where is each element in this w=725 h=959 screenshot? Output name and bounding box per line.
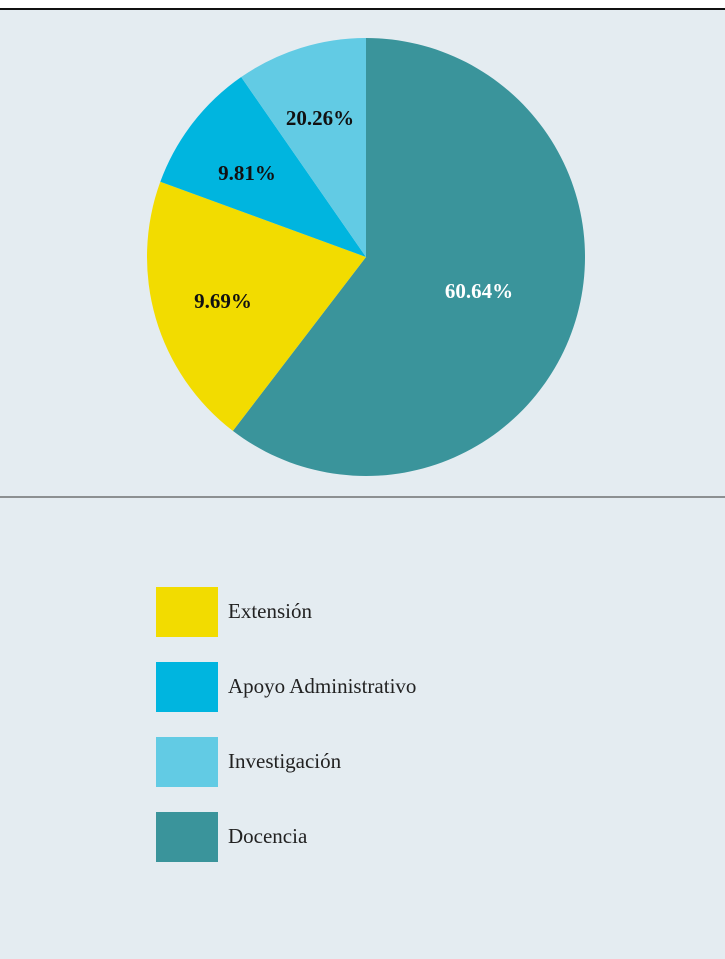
slice-label: 60.64%: [445, 279, 513, 303]
legend-swatch: [156, 737, 218, 787]
pie-slice: [146, 181, 366, 431]
pie-slice: [232, 38, 585, 476]
slice-label: 20.26%: [286, 106, 354, 130]
legend-swatch: [156, 587, 218, 637]
slice-label: 9.81%: [218, 161, 276, 185]
legend-label: Investigación: [228, 749, 342, 773]
pie-slice: [160, 77, 366, 258]
legend-label: Apoyo Administrativo: [228, 674, 416, 698]
legend-label: Extensión: [228, 599, 312, 623]
top-margin: [0, 0, 725, 8]
slice-label: 9.69%: [194, 289, 252, 313]
legend-swatch: [156, 812, 218, 862]
pie-slice: [241, 38, 366, 257]
legend-label: Docencia: [228, 824, 308, 848]
legend-swatch: [156, 662, 218, 712]
